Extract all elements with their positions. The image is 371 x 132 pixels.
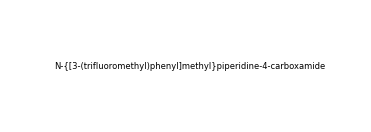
Text: N-{[3-(trifluoromethyl)phenyl]methyl}piperidine-4-carboxamide: N-{[3-(trifluoromethyl)phenyl]methyl}pip… bbox=[54, 62, 325, 71]
